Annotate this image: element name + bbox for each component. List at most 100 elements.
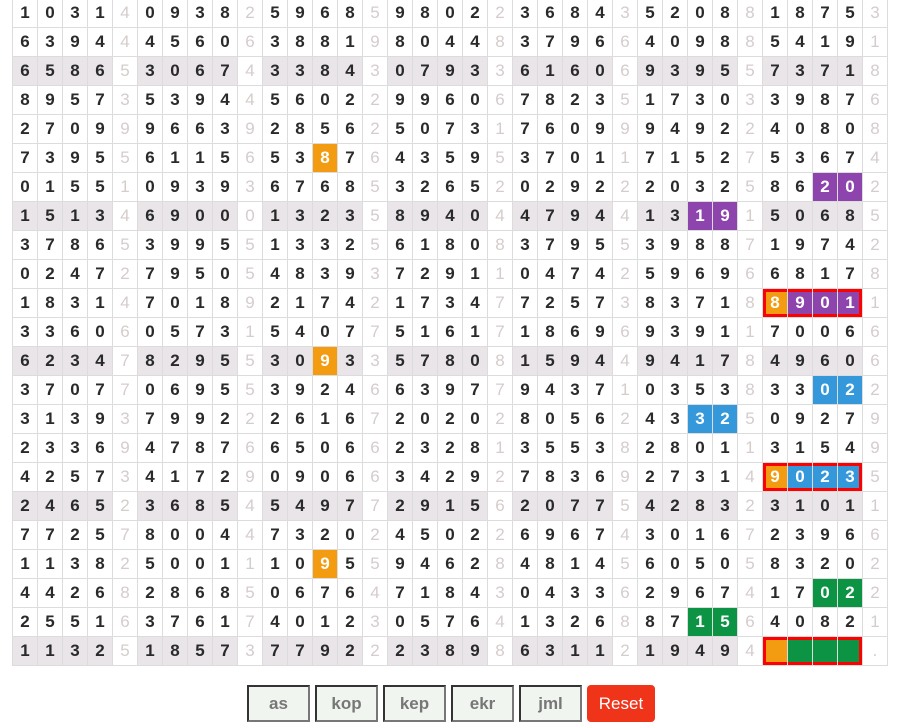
digit-cell[interactable]: 9	[312, 491, 338, 521]
separator-cell[interactable]: 5	[612, 230, 638, 260]
digit-cell[interactable]: 9	[162, 259, 188, 289]
digit-cell[interactable]: 1	[212, 549, 238, 579]
digit-cell[interactable]: 7	[187, 462, 213, 492]
digit-cell[interactable]: 8	[87, 549, 113, 579]
digit-cell[interactable]: 5	[637, 259, 663, 289]
digit-cell[interactable]: 3	[387, 462, 413, 492]
digit-cell[interactable]: 4	[462, 288, 488, 318]
digit-cell[interactable]: 6	[187, 607, 213, 637]
digit-cell[interactable]: 5	[762, 201, 788, 231]
separator-cell[interactable]: 5	[112, 143, 138, 173]
digit-cell[interactable]: 9	[387, 85, 413, 115]
digit-cell[interactable]: 5	[162, 317, 188, 347]
separator-cell[interactable]: 4	[237, 520, 263, 550]
digit-cell[interactable]: 5	[87, 491, 113, 521]
digit-cell[interactable]: 6	[537, 0, 563, 28]
digit-cell[interactable]: 9	[387, 0, 413, 28]
digit-cell[interactable]: 8	[537, 549, 563, 579]
digit-cell[interactable]: 5	[87, 172, 113, 202]
digit-cell[interactable]: 3	[287, 520, 313, 550]
digit-cell[interactable]: 8	[437, 230, 463, 260]
digit-cell[interactable]: 8	[212, 578, 238, 608]
digit-cell[interactable]: 7	[762, 317, 788, 347]
digit-cell[interactable]: 0	[262, 578, 288, 608]
digit-cell[interactable]: 7	[212, 56, 238, 86]
separator-cell[interactable]: 6	[237, 143, 263, 173]
separator-cell[interactable]: 2	[487, 520, 513, 550]
digit-cell[interactable]: 5	[62, 85, 88, 115]
digit-cell[interactable]: 2	[387, 404, 413, 434]
digit-cell[interactable]: 6	[12, 27, 38, 57]
digit-cell[interactable]: 0	[162, 549, 188, 579]
separator-cell[interactable]: 5	[112, 230, 138, 260]
digit-cell[interactable]: 8	[212, 0, 238, 28]
digit-cell[interactable]: 5	[287, 433, 313, 463]
digit-cell[interactable]: 0	[787, 201, 813, 231]
digit-cell[interactable]: 5	[562, 404, 588, 434]
digit-cell[interactable]: 4	[587, 259, 613, 289]
digit-cell[interactable]: 8	[787, 0, 813, 28]
digit-cell[interactable]: 3	[137, 491, 163, 521]
digit-cell[interactable]: 7	[837, 143, 863, 173]
digit-cell[interactable]: 9	[412, 491, 438, 521]
digit-cell[interactable]: 1	[637, 201, 663, 231]
digit-cell[interactable]: 4	[387, 143, 413, 173]
digit-cell[interactable]: 3	[187, 0, 213, 28]
digit-cell[interactable]: 4	[137, 433, 163, 463]
digit-cell[interactable]: 3	[512, 230, 538, 260]
digit-cell[interactable]: 4	[512, 549, 538, 579]
digit-cell[interactable]: 4	[762, 114, 788, 144]
digit-cell[interactable]: 9	[137, 114, 163, 144]
digit-cell[interactable]: 2	[837, 578, 863, 608]
digit-cell[interactable]: 4	[337, 56, 363, 86]
digit-cell[interactable]: 2	[437, 404, 463, 434]
separator-cell[interactable]: 5	[737, 56, 763, 86]
digit-cell[interactable]: 0	[187, 549, 213, 579]
digit-cell[interactable]: 3	[62, 346, 88, 376]
digit-cell[interactable]: 6	[12, 56, 38, 86]
digit-cell[interactable]: 4	[337, 375, 363, 405]
separator-cell[interactable]: 2	[737, 114, 763, 144]
digit-cell[interactable]: 5	[337, 549, 363, 579]
digit-cell[interactable]: 9	[787, 85, 813, 115]
digit-cell[interactable]: 2	[37, 346, 63, 376]
digit-cell[interactable]: 0	[837, 172, 863, 202]
digit-cell[interactable]: 2	[812, 462, 838, 492]
digit-cell[interactable]: 0	[662, 27, 688, 57]
digit-cell[interactable]: 3	[512, 0, 538, 28]
digit-cell[interactable]: 6	[812, 201, 838, 231]
digit-cell[interactable]: 8	[437, 636, 463, 666]
separator-cell[interactable]: 4	[612, 346, 638, 376]
separator-cell[interactable]: 8	[862, 56, 888, 86]
digit-cell[interactable]: 6	[787, 172, 813, 202]
digit-cell[interactable]: 6	[812, 143, 838, 173]
separator-cell[interactable]: 1	[612, 375, 638, 405]
digit-cell[interactable]: 1	[712, 288, 738, 318]
digit-cell[interactable]: 3	[412, 375, 438, 405]
kop-button[interactable]: kop	[315, 685, 378, 722]
digit-cell[interactable]: 3	[787, 549, 813, 579]
digit-cell[interactable]: 0	[62, 375, 88, 405]
digit-cell[interactable]: 6	[162, 491, 188, 521]
digit-cell[interactable]: 1	[512, 346, 538, 376]
digit-cell[interactable]: 8	[512, 404, 538, 434]
digit-cell[interactable]: 6	[287, 404, 313, 434]
digit-cell[interactable]: 7	[312, 288, 338, 318]
digit-cell[interactable]: 0	[337, 520, 363, 550]
digit-cell[interactable]: 0	[62, 114, 88, 144]
digit-cell[interactable]: 7	[587, 491, 613, 521]
digit-cell[interactable]: 3	[687, 85, 713, 115]
separator-cell[interactable]: 5	[237, 259, 263, 289]
digit-cell[interactable]	[812, 636, 838, 666]
digit-cell[interactable]: 1	[12, 636, 38, 666]
digit-cell[interactable]: 1	[712, 433, 738, 463]
digit-cell[interactable]: 1	[337, 27, 363, 57]
separator-cell[interactable]: 9	[237, 288, 263, 318]
digit-cell[interactable]: 7	[837, 404, 863, 434]
kep-button[interactable]: kep	[383, 685, 446, 722]
digit-cell[interactable]: 1	[762, 578, 788, 608]
digit-cell[interactable]: 8	[12, 85, 38, 115]
digit-cell[interactable]: 0	[562, 114, 588, 144]
separator-cell[interactable]: 2	[237, 404, 263, 434]
digit-cell[interactable]: 3	[662, 404, 688, 434]
